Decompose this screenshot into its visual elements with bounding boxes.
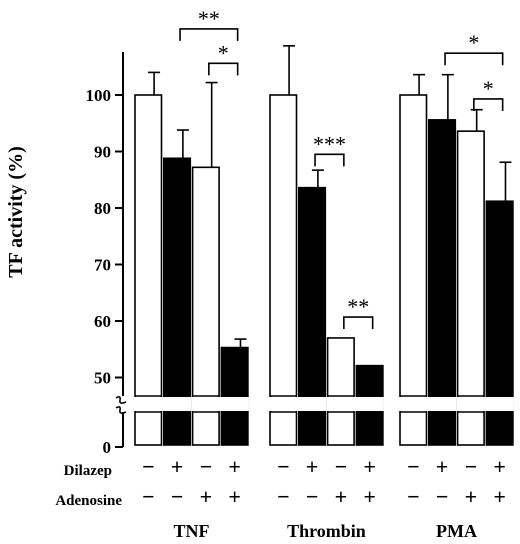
significance-stars: *** — [313, 131, 346, 156]
adenosine-sign: + — [363, 484, 376, 509]
y-tick-label: 0 — [103, 438, 112, 457]
dilazep-sign: + — [493, 454, 506, 479]
bar-break-gap — [269, 397, 298, 411]
bar — [399, 94, 428, 446]
dilazep-sign: − — [277, 454, 290, 479]
y-tick-label: 90 — [94, 143, 111, 162]
bar-break-gap — [220, 397, 249, 411]
group-label: PMA — [436, 521, 477, 541]
y-axis: 0 50 60 70 80 90 100 — [86, 52, 127, 457]
adenosine-sign: + — [228, 484, 241, 509]
adenosine-sign: + — [335, 484, 348, 509]
bar-break-gap — [399, 397, 428, 411]
dilazep-sign: − — [200, 454, 213, 479]
y-tick-label: 60 — [94, 312, 111, 331]
group-label: Thrombin — [287, 521, 366, 541]
significance-brackets: ********** — [179, 6, 504, 330]
dilazep-sign: − — [335, 454, 348, 479]
significance-stars: * — [468, 30, 479, 55]
y-tick-label: 100 — [86, 86, 112, 105]
bar — [456, 130, 485, 446]
adenosine-sign: − — [277, 484, 290, 509]
bar — [269, 94, 298, 446]
bar-segment — [428, 412, 456, 426]
dilazep-sign: − — [465, 454, 478, 479]
y-tick-label: 80 — [94, 199, 111, 218]
y-tick-label: 70 — [94, 256, 111, 275]
bar-break-gap — [326, 397, 356, 411]
bar-segment — [163, 382, 191, 396]
adenosine-sign: + — [465, 484, 478, 509]
adenosine-sign: − — [142, 484, 155, 509]
bar-segment — [298, 382, 326, 396]
adenosine-sign: − — [436, 484, 449, 509]
significance-stars: ** — [347, 294, 369, 319]
bar — [326, 337, 355, 446]
dilazep-row-label: Dilazep — [64, 463, 112, 479]
axis-break-mark — [115, 396, 127, 414]
dilazep-sign: − — [407, 454, 420, 479]
significance-bracket — [444, 52, 504, 66]
adenosine-sign: + — [493, 484, 506, 509]
dilazep-sign: + — [363, 454, 376, 479]
dilazep-sign: − — [142, 454, 155, 479]
bar-break-gap — [297, 397, 327, 411]
significance-bracket — [208, 62, 239, 76]
bar-break-gap — [355, 397, 384, 411]
dilazep-sign: + — [436, 454, 449, 479]
bar-segment — [428, 382, 456, 396]
significance-stars: * — [218, 40, 229, 65]
y-axis-label: TF activity (%) — [5, 146, 27, 277]
adenosine-row-label: Adenosine — [55, 493, 122, 509]
bar-break-gap — [485, 397, 514, 411]
bar-break-gap — [427, 397, 457, 411]
bar-segment — [163, 412, 191, 426]
bar-segment — [221, 382, 248, 396]
dilazep-sign: + — [228, 454, 241, 479]
bar-segment — [221, 412, 248, 426]
bar-segment — [356, 412, 383, 426]
dilazep-sign: + — [306, 454, 319, 479]
bar-break-gap — [134, 397, 163, 411]
significance-bracket — [179, 28, 239, 41]
adenosine-sign: − — [171, 484, 184, 509]
significance-bracket — [314, 153, 345, 167]
bar-segment — [298, 412, 326, 426]
adenosine-sign: − — [407, 484, 420, 509]
adenosine-sign: − — [306, 484, 319, 509]
bar-break-gap — [191, 397, 221, 411]
bar-segment — [486, 382, 513, 396]
bar — [134, 94, 163, 446]
bar-break-gap — [162, 397, 192, 411]
bar-segment — [486, 412, 513, 426]
significance-stars: ** — [198, 6, 220, 31]
bars — [134, 45, 514, 446]
significance-bracket — [473, 98, 504, 111]
group-label: TNF — [173, 521, 209, 541]
bar-segment — [356, 382, 383, 396]
significance-bracket — [343, 316, 374, 330]
y-tick-label: 50 — [94, 369, 111, 388]
group-labels: TNF Thrombin PMA — [173, 521, 476, 541]
significance-stars: * — [483, 76, 494, 101]
bar-break-gap — [456, 397, 486, 411]
dilazep-sign: + — [171, 454, 184, 479]
adenosine-sign: + — [200, 484, 213, 509]
